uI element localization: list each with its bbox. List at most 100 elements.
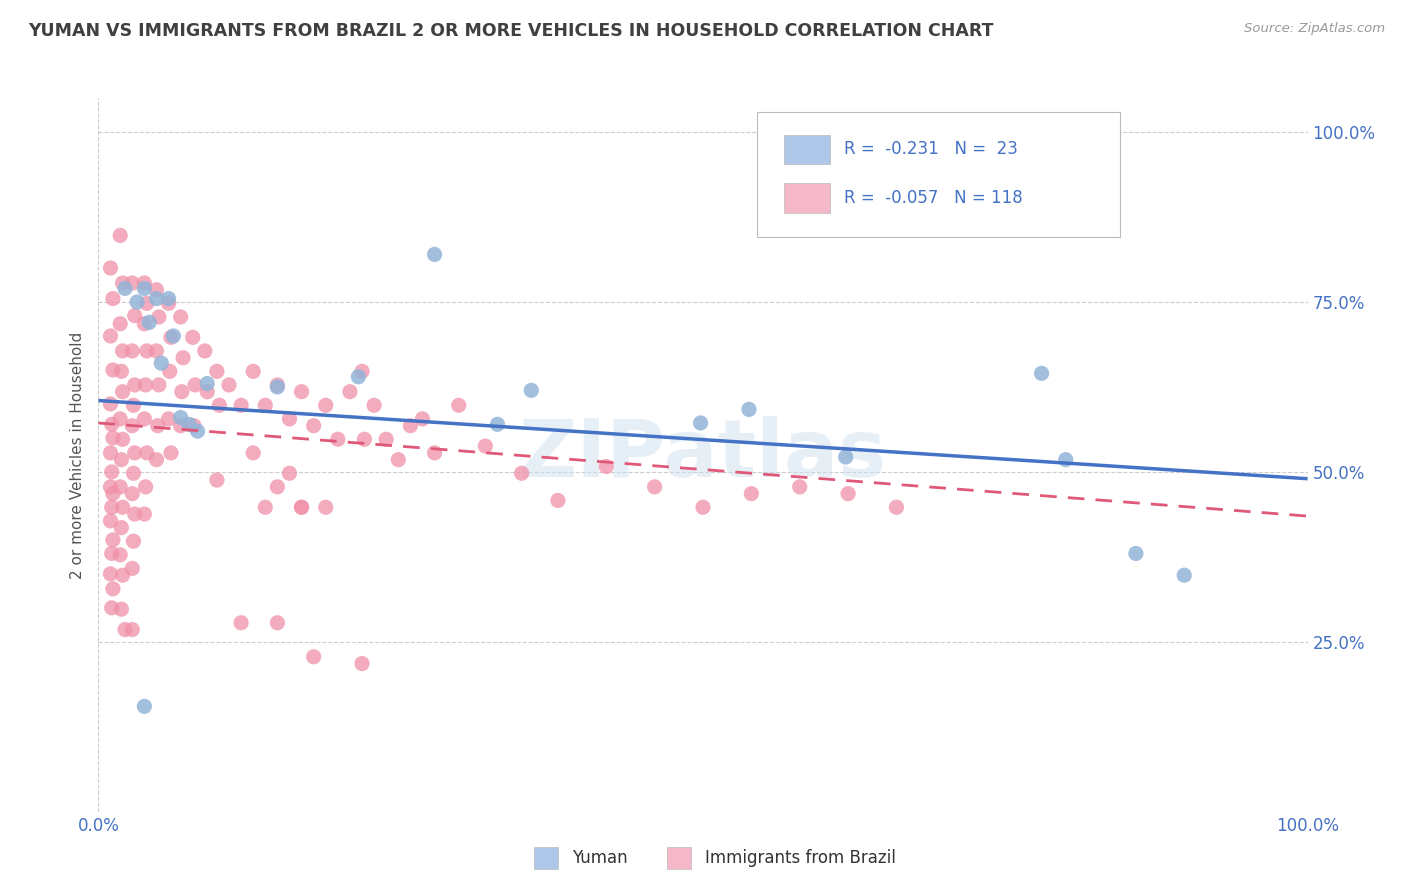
Point <box>172 351 194 365</box>
Point <box>1054 452 1077 467</box>
Text: Immigrants from Brazil: Immigrants from Brazil <box>706 849 896 867</box>
Point <box>170 384 193 399</box>
Point <box>110 521 132 535</box>
Point <box>135 480 157 494</box>
Point <box>740 486 762 500</box>
Point <box>108 480 131 494</box>
Text: R =  -0.057   N = 118: R = -0.057 N = 118 <box>845 189 1024 207</box>
Point <box>350 657 373 671</box>
Point <box>1031 367 1053 381</box>
Point <box>124 378 146 392</box>
Point <box>101 533 124 547</box>
Point <box>135 446 157 460</box>
Point <box>121 486 143 500</box>
Point <box>290 500 312 515</box>
Point <box>595 459 617 474</box>
Point <box>111 568 134 582</box>
Point <box>124 507 146 521</box>
Point <box>486 417 509 432</box>
Point <box>254 398 277 412</box>
Point <box>266 380 288 394</box>
Point <box>375 432 398 446</box>
Point <box>205 473 228 487</box>
Point <box>834 450 856 464</box>
Point <box>121 276 143 290</box>
Point <box>738 402 761 417</box>
Point <box>242 446 264 460</box>
Point <box>146 418 169 433</box>
Point <box>184 378 207 392</box>
Point <box>474 439 496 453</box>
Point <box>242 364 264 378</box>
Point <box>122 534 145 549</box>
Point <box>114 281 136 295</box>
Point <box>108 228 131 243</box>
Point <box>100 446 122 460</box>
Point <box>108 412 131 426</box>
Point <box>127 295 149 310</box>
Point <box>121 623 143 637</box>
Point <box>302 649 325 664</box>
Point <box>266 615 288 630</box>
Point <box>101 363 124 377</box>
Point <box>148 310 170 324</box>
Point <box>122 398 145 412</box>
Point <box>290 500 312 515</box>
Point <box>218 378 240 392</box>
Point <box>411 412 433 426</box>
Point <box>101 582 124 596</box>
Text: Yuman: Yuman <box>572 849 628 867</box>
Point <box>399 418 422 433</box>
Point <box>290 384 312 399</box>
Point <box>157 412 180 426</box>
Point <box>100 600 122 615</box>
Text: Source: ZipAtlas.com: Source: ZipAtlas.com <box>1244 22 1385 36</box>
Point <box>278 412 301 426</box>
Point <box>145 283 167 297</box>
FancyBboxPatch shape <box>758 112 1121 237</box>
Point <box>100 465 122 479</box>
Point <box>520 384 543 398</box>
Point <box>124 446 146 460</box>
Point <box>111 432 134 446</box>
Point <box>315 500 337 515</box>
Point <box>169 418 191 433</box>
Point <box>148 378 170 392</box>
Point <box>205 364 228 378</box>
Text: R =  -0.231   N =  23: R = -0.231 N = 23 <box>845 141 1018 159</box>
Point <box>101 486 124 500</box>
Point <box>100 417 122 432</box>
Point <box>837 486 859 500</box>
Point <box>183 418 205 433</box>
Point <box>114 623 136 637</box>
Point <box>100 397 122 411</box>
Bar <box>785 183 830 213</box>
Point <box>692 500 714 515</box>
Point <box>510 467 533 481</box>
Point <box>110 452 132 467</box>
Point <box>162 329 184 343</box>
Point <box>789 480 811 494</box>
Point <box>1125 546 1147 560</box>
Point <box>157 296 180 310</box>
Point <box>350 364 373 378</box>
Point <box>121 561 143 575</box>
Point <box>138 315 160 329</box>
Point <box>278 467 301 481</box>
Point <box>266 378 288 392</box>
Point <box>229 615 252 630</box>
Point <box>195 384 218 399</box>
Point <box>339 384 361 399</box>
Point <box>302 418 325 433</box>
Point <box>100 480 122 494</box>
Point <box>134 412 156 426</box>
Y-axis label: 2 or more Vehicles in Household: 2 or more Vehicles in Household <box>70 331 86 579</box>
Point <box>111 384 134 399</box>
Bar <box>785 135 830 164</box>
Point <box>111 276 134 290</box>
Point <box>160 446 183 460</box>
Point <box>134 276 156 290</box>
Point <box>100 514 122 528</box>
Point <box>121 343 143 358</box>
Point <box>100 500 122 515</box>
